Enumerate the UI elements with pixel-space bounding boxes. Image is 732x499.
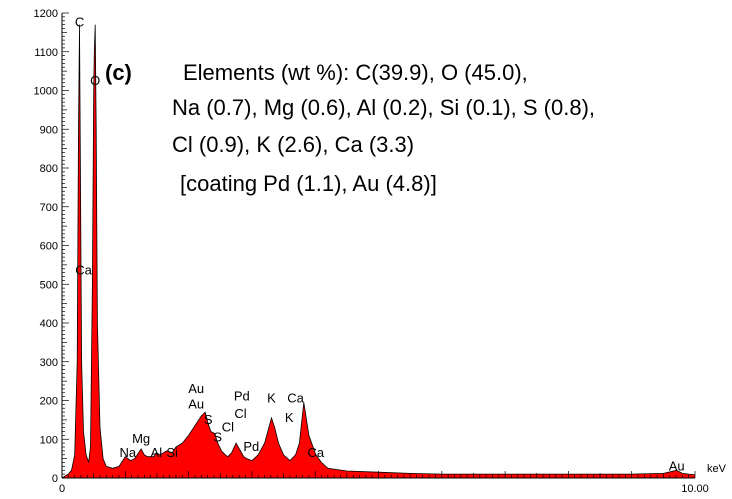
peak-label-ca: Ca [287, 391, 304, 406]
peak-label-na: Na [120, 445, 137, 460]
annotation-line-4: [coating Pd (1.1), Au (4.8)] [180, 171, 437, 196]
y-tick-label: 1000 [34, 86, 58, 98]
x-axis-unit-label: keV [707, 463, 727, 475]
peak-label-o: O [90, 73, 100, 88]
y-tick-label: 400 [40, 318, 58, 330]
spectrum-line-0 [61, 24, 696, 479]
peak-label-ca: Ca [308, 445, 325, 460]
peak-label-k: K [285, 410, 294, 425]
spectrum-layer [61, 24, 696, 479]
peak-label-au: Au [188, 381, 204, 396]
y-tick-label: 1200 [34, 8, 58, 20]
y-tick-label: 900 [40, 124, 58, 136]
x-tick-label: 10.00 [681, 483, 709, 495]
peak-label-pd: Pd [243, 439, 259, 454]
peak-label-al: Al [151, 445, 163, 460]
annotation-line-2: Na (0.7), Mg (0.6), Al (0.2), Si (0.1), … [172, 95, 595, 120]
peak-label-au: Au [188, 396, 204, 411]
peak-label-cl: Cl [222, 420, 234, 435]
peak-label-s: S [213, 429, 222, 444]
annotation-line-1: Elements (wt %): C(39.9), O (45.0), [183, 60, 528, 85]
peak-label-s: S [204, 412, 213, 427]
y-tick-label: 600 [40, 241, 58, 253]
y-tick-label: 300 [40, 357, 58, 369]
ticks-layer: 0 100 200 300 400 500 600 700 800 900 1000 1100 1200… [34, 8, 709, 495]
y-tick-label: 200 [40, 396, 58, 408]
spectrum-area-0 [62, 24, 695, 478]
y-tick-label: 1100 [34, 47, 58, 59]
peak-label-mg: Mg [132, 431, 150, 446]
peak-label-ca: Ca [75, 263, 92, 278]
panel-tag: (c) [105, 60, 132, 85]
x-tick-label: 0 [59, 483, 65, 495]
y-tick-label: 700 [40, 202, 58, 214]
peak-label-c: C [75, 15, 84, 30]
y-tick-label: 0 [52, 473, 58, 485]
peak-label-k: K [267, 391, 276, 406]
peak-label-si: Si [166, 445, 178, 460]
peak-label-au: Au [669, 458, 685, 473]
y-tick-label: 500 [40, 279, 58, 291]
y-tick-label: 800 [40, 163, 58, 175]
peak-label-cl: Cl [234, 406, 246, 421]
annotation-line-3: Cl (0.9), K (2.6), Ca (3.3) [172, 132, 414, 157]
peak-label-pd: Pd [234, 389, 250, 404]
y-tick-label: 100 [40, 434, 58, 446]
